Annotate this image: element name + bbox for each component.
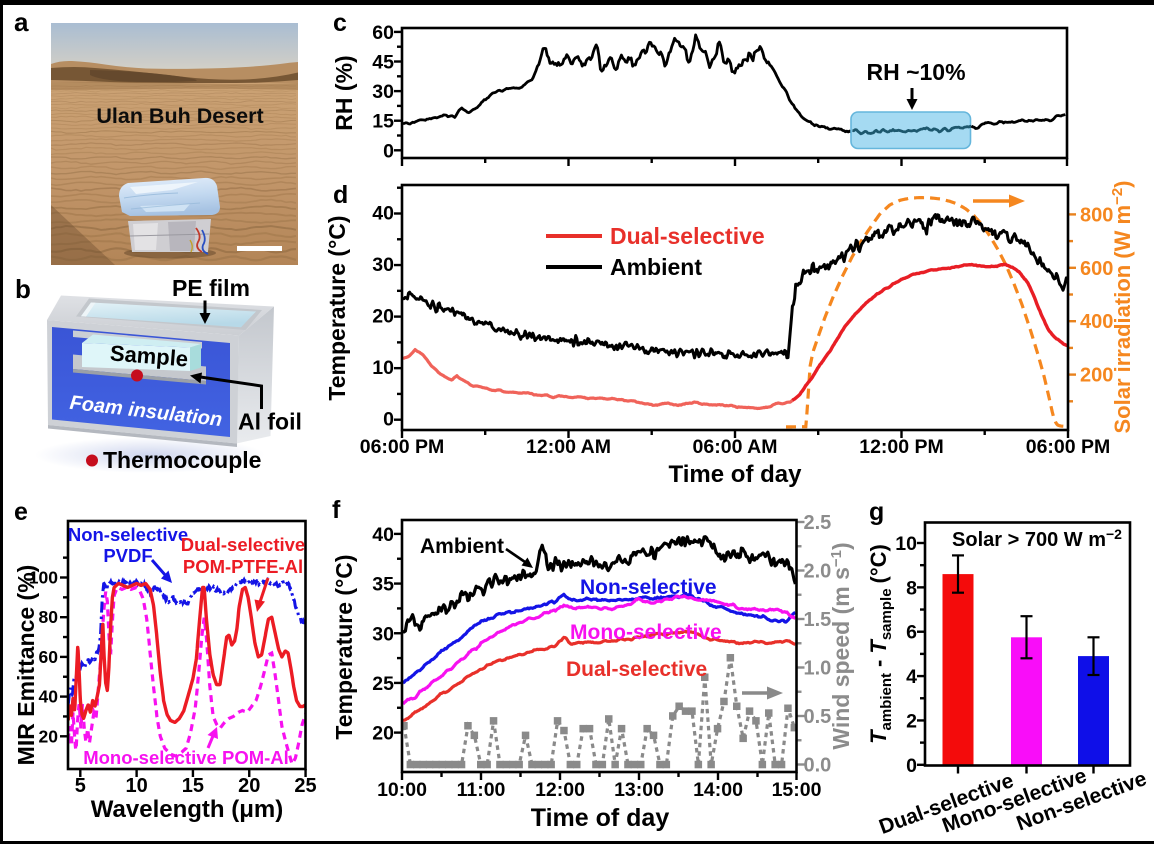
svg-text:12:00: 12:00 (535, 779, 585, 801)
svg-text:Temperature (°C): Temperature (°C) (324, 215, 350, 400)
svg-text:PVDF: PVDF (103, 545, 152, 566)
svg-text:g: g (869, 498, 884, 526)
svg-text:2.0: 2.0 (804, 561, 832, 583)
svg-text:Non-selective: Non-selective (580, 576, 717, 599)
svg-text:0.0: 0.0 (804, 755, 832, 777)
svg-text:5: 5 (75, 775, 86, 797)
svg-text:Ulan Buh Desert: Ulan Buh Desert (96, 104, 263, 128)
svg-text:PE film: PE film (172, 275, 250, 301)
svg-text:15:00: 15:00 (772, 779, 822, 801)
svg-text:Time of day: Time of day (531, 804, 670, 832)
svg-text:14:00: 14:00 (693, 779, 743, 801)
svg-text:30: 30 (372, 623, 394, 645)
svg-text:20: 20 (238, 775, 260, 797)
svg-text:d: d (333, 181, 348, 209)
svg-text:Al foil: Al foil (238, 409, 302, 435)
svg-text:60: 60 (39, 647, 59, 667)
svg-text:11:00: 11:00 (457, 779, 506, 801)
svg-text:e: e (14, 498, 28, 526)
svg-text:12:00 AM: 12:00 AM (526, 436, 611, 458)
svg-text:Non-selective: Non-selective (68, 524, 188, 545)
svg-text:0: 0 (383, 409, 394, 431)
svg-text:40: 40 (372, 203, 394, 225)
svg-text:f: f (332, 496, 341, 524)
svg-text:Sample: Sample (109, 340, 189, 371)
svg-text:Mono-selective: Mono-selective (570, 621, 722, 644)
svg-text:10:00: 10:00 (377, 779, 427, 801)
svg-text:Solar irradiation (W m−2): Solar irradiation (W m−2) (1109, 180, 1135, 433)
svg-text:Ambient: Ambient (420, 535, 504, 558)
svg-text:4: 4 (906, 666, 917, 688)
svg-text:600: 600 (1080, 258, 1113, 280)
svg-text:30: 30 (372, 81, 394, 103)
svg-text:10: 10 (372, 357, 394, 379)
svg-text:Mono-selective POM-Al: Mono-selective POM-Al (83, 747, 289, 768)
svg-text:Solar > 700 W m−2: Solar > 700 W m−2 (952, 526, 1122, 551)
svg-text:8: 8 (906, 577, 917, 599)
svg-text:13:00: 13:00 (614, 779, 664, 801)
svg-text:6: 6 (906, 622, 917, 644)
svg-text:Tambient-Tsample(°C): Tambient-Tsample(°C) (866, 544, 895, 744)
svg-text:POM-PTFE-Al: POM-PTFE-Al (183, 556, 303, 577)
svg-text:12:00 PM: 12:00 PM (859, 436, 944, 458)
svg-text:10: 10 (125, 775, 147, 797)
svg-text:15: 15 (182, 775, 204, 797)
svg-text:2: 2 (906, 710, 917, 732)
svg-text:10: 10 (895, 533, 917, 555)
svg-text:25: 25 (294, 775, 316, 797)
svg-text:0: 0 (383, 140, 394, 162)
svg-text:a: a (14, 7, 29, 37)
svg-text:1.5: 1.5 (804, 609, 832, 631)
svg-text:MIR Emittance (%): MIR Emittance (%) (13, 565, 39, 766)
svg-text:400: 400 (1080, 311, 1113, 333)
svg-text:06:00 AM: 06:00 AM (693, 436, 778, 458)
svg-text:b: b (15, 274, 31, 304)
svg-text:200: 200 (1080, 365, 1113, 387)
svg-text:Ambient: Ambient (610, 254, 702, 280)
svg-text:40: 40 (372, 524, 394, 546)
svg-text:25: 25 (372, 673, 394, 695)
svg-text:35: 35 (372, 574, 394, 596)
svg-text:c: c (333, 9, 347, 37)
svg-text:Time of day: Time of day (669, 461, 803, 488)
svg-text:1.0: 1.0 (804, 658, 832, 680)
svg-text:40: 40 (39, 687, 59, 707)
svg-text:Dual-selective: Dual-selective (566, 658, 707, 681)
svg-text:06:00 PM: 06:00 PM (1026, 436, 1111, 458)
svg-text:30: 30 (372, 254, 394, 276)
svg-text:Dual-selective: Dual-selective (181, 534, 305, 555)
svg-text:15: 15 (372, 111, 394, 133)
svg-text:60: 60 (372, 22, 394, 44)
svg-text:20: 20 (372, 723, 394, 745)
svg-text:100: 100 (29, 568, 58, 588)
svg-text:Wavelength (μm): Wavelength (μm) (91, 796, 283, 823)
svg-text:0: 0 (906, 755, 917, 777)
svg-text:45: 45 (372, 52, 394, 74)
svg-text:20: 20 (39, 726, 59, 746)
svg-text:80: 80 (39, 607, 59, 627)
svg-text:RH ~10%: RH ~10% (866, 59, 965, 85)
svg-text:Thermocouple: Thermocouple (103, 447, 261, 473)
svg-text:0.5: 0.5 (804, 706, 832, 728)
svg-text:800: 800 (1080, 204, 1113, 226)
svg-text:20: 20 (372, 306, 394, 328)
svg-text:2.5: 2.5 (804, 512, 832, 534)
svg-text:Wind speed (m s−1): Wind speed (m s−1) (828, 542, 854, 749)
svg-text:Temperature (°C): Temperature (°C) (331, 554, 357, 739)
svg-text:Dual-selective: Dual-selective (610, 223, 765, 249)
svg-text:RH (%): RH (%) (331, 55, 357, 130)
svg-text:06:00 PM: 06:00 PM (360, 436, 445, 458)
